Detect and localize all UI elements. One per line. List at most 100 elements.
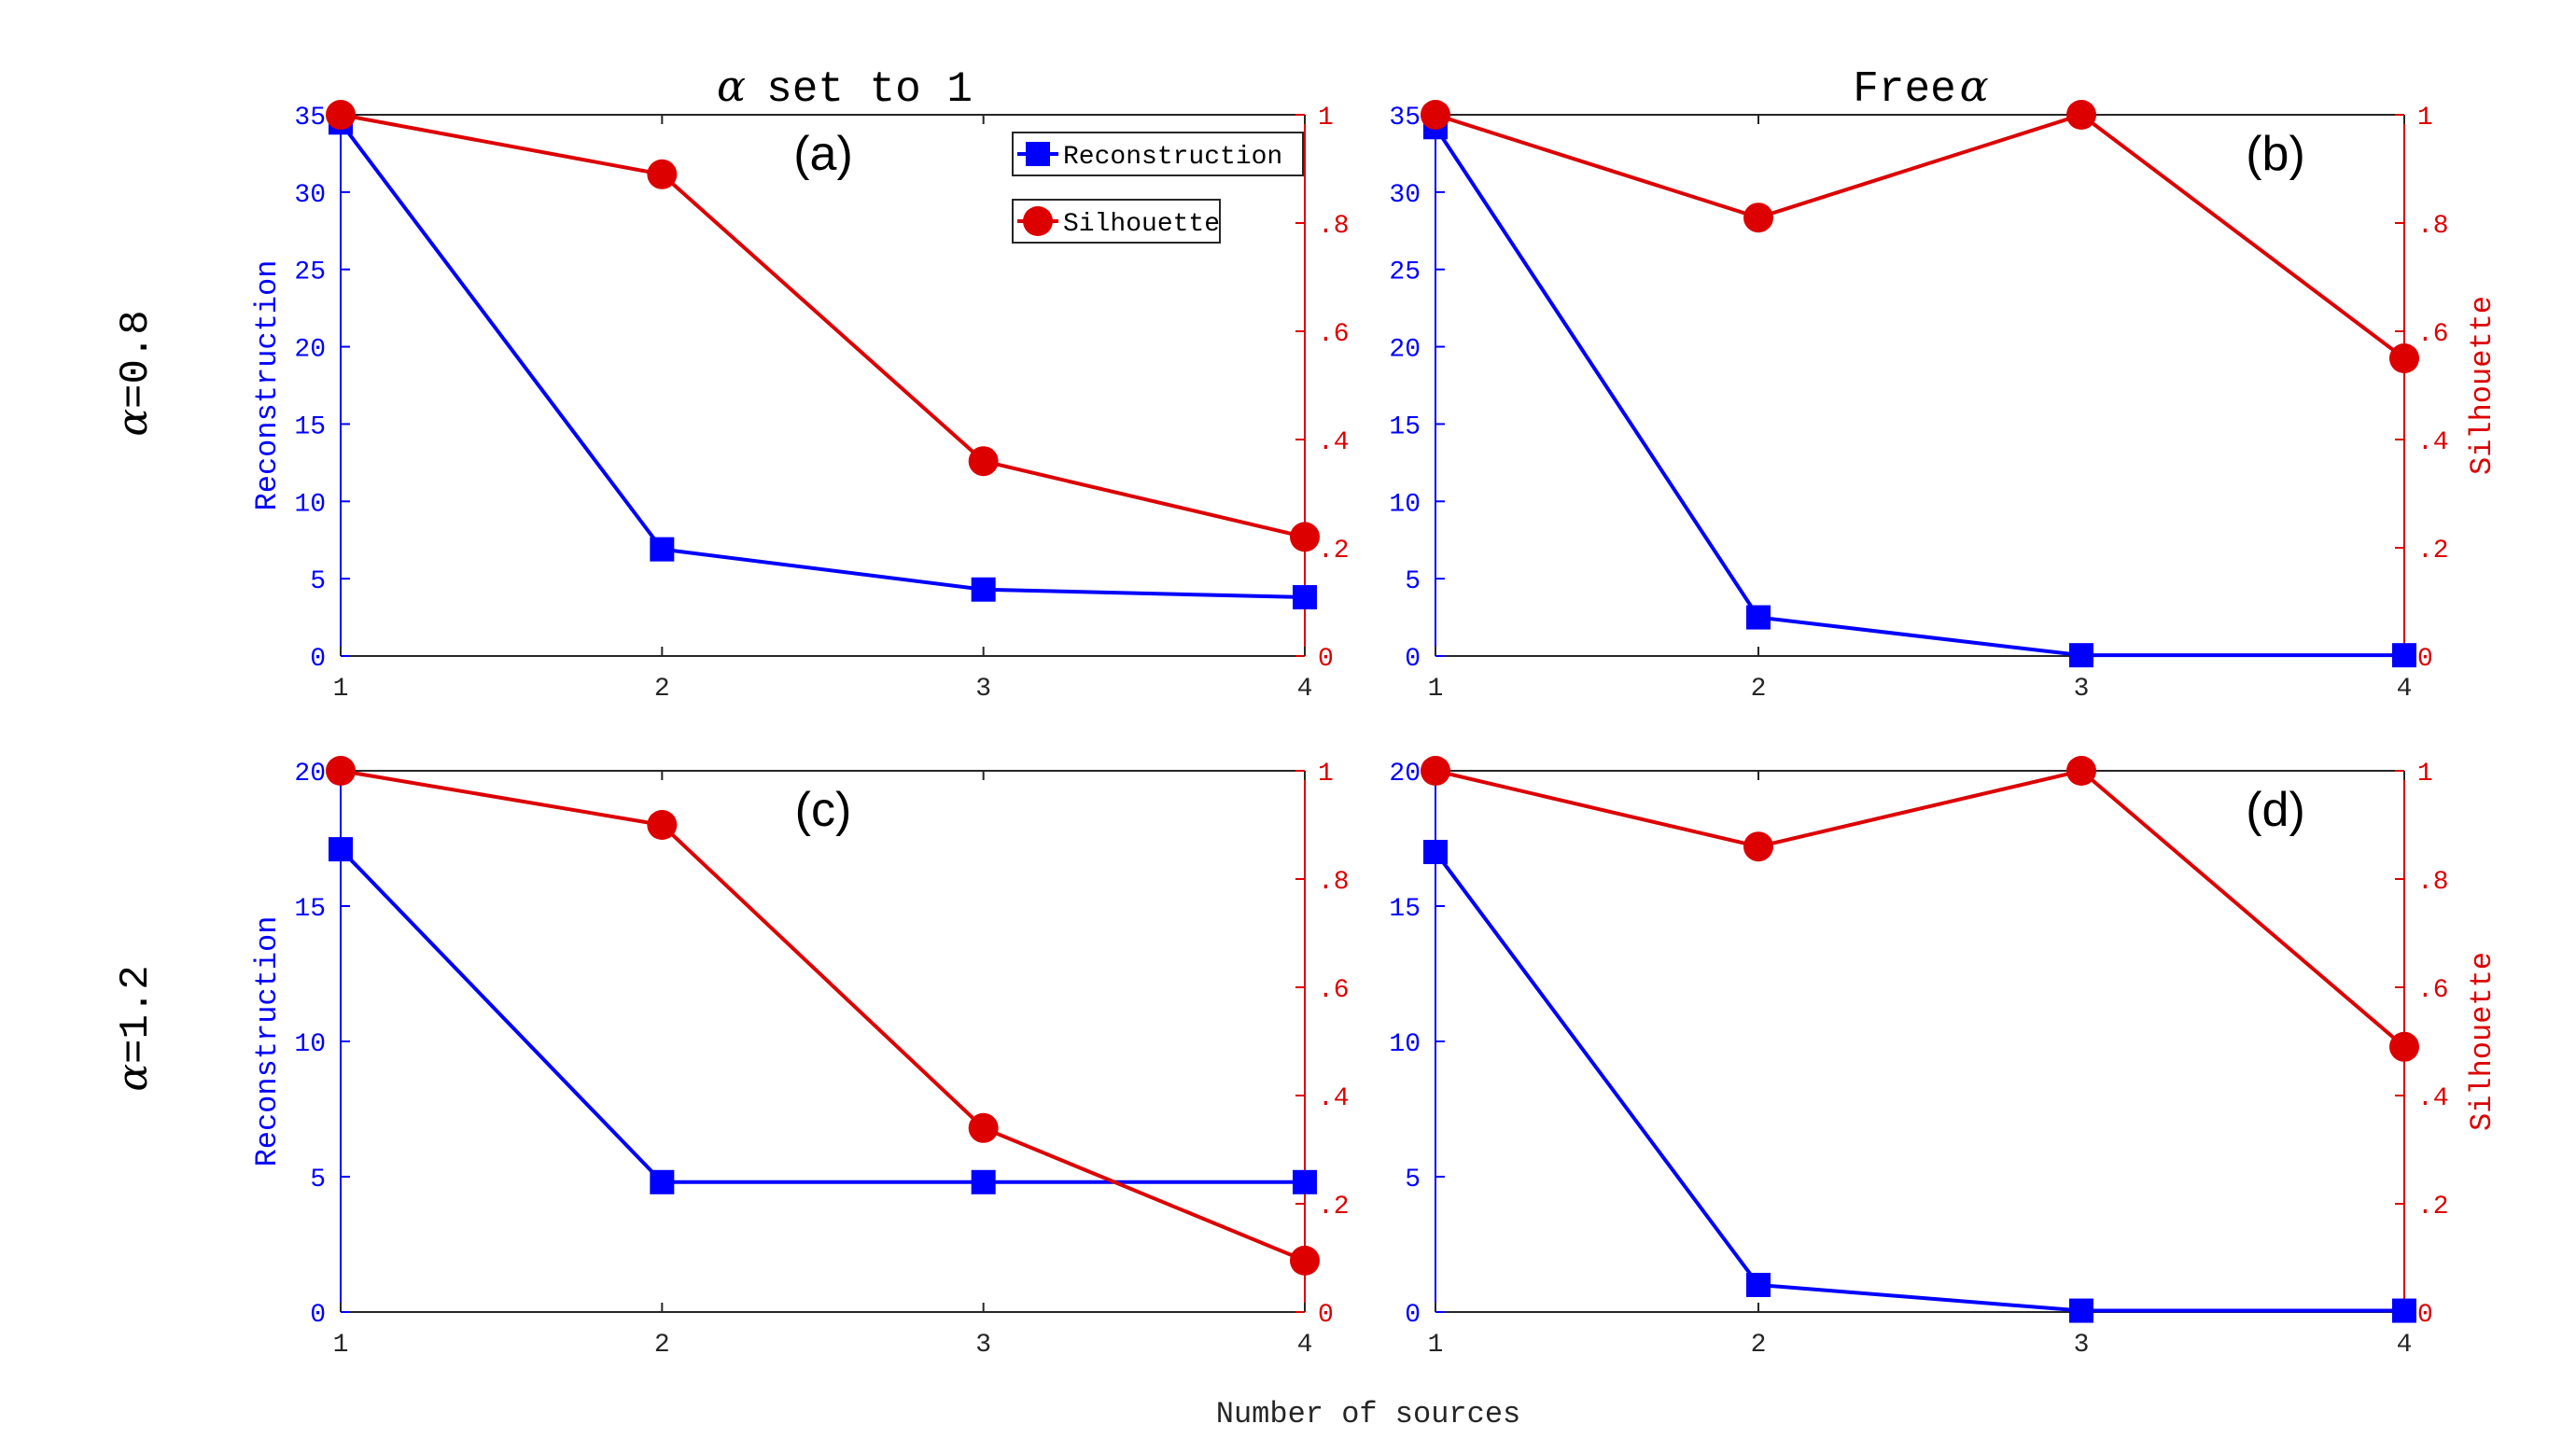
alpha-symbol: α: [717, 61, 746, 111]
data-point-silhouette: [2389, 1031, 2419, 1062]
x-tick-label: 1: [333, 1331, 349, 1360]
legend-label-reconstruction: Reconstruction: [1063, 143, 1282, 172]
legend-marker-silhouette: [1023, 206, 1053, 236]
alpha-symbol: α: [109, 409, 157, 437]
col-title-a: α set to 1: [717, 61, 973, 114]
data-point-reconstruction: [971, 1169, 996, 1194]
x-tick-label: 3: [975, 1331, 991, 1360]
y-left-tick-label: 0: [1405, 645, 1421, 674]
y-right-tick-label: .8: [1318, 868, 1350, 897]
y-right-tick-label: .4: [2417, 1084, 2449, 1113]
y-left-tick-label: 5: [310, 567, 326, 596]
alpha-symbol: α: [109, 1064, 157, 1092]
series-line-silhouette: [1435, 112, 2406, 360]
data-point-reconstruction: [2069, 643, 2093, 668]
data-point-reconstruction: [2392, 1298, 2416, 1323]
y-right-tick-label: .6: [1318, 320, 1350, 349]
data-point-reconstruction: [2069, 1298, 2093, 1323]
legend-box-reconstruction: [1012, 132, 1304, 176]
y-left-tick-label: 0: [1405, 1301, 1421, 1330]
data-point-silhouette: [1743, 202, 1773, 233]
data-point-reconstruction: [2392, 643, 2416, 668]
row-label-bottom: α=1.2: [109, 965, 160, 1091]
col-title-a-text: set to 1: [766, 65, 973, 114]
y-left-tick-label: 15: [294, 895, 326, 924]
y-left-tick-label: 15: [1389, 412, 1421, 441]
series-line-silhouette: [340, 113, 1306, 539]
data-point-silhouette: [647, 810, 678, 840]
data-point-reconstruction: [1293, 1169, 1317, 1194]
y-right-tick-label: .8: [2417, 212, 2449, 241]
y-left-tick-label: 5: [1405, 567, 1421, 596]
series-line-reconstruction: [339, 847, 1305, 1184]
data-point-silhouette: [2066, 756, 2096, 786]
y-left-tick-label: 0: [310, 1301, 326, 1330]
x-tick-label: 3: [2074, 1331, 2090, 1360]
y-left-axis-label: Reconstruction: [250, 916, 285, 1167]
data-point-silhouette: [326, 756, 356, 786]
data-point-reconstruction: [1746, 1273, 1771, 1297]
y-left-axis-label: Reconstruction: [250, 260, 285, 511]
y-left-tick-label: 20: [1389, 760, 1421, 789]
data-point-silhouette: [1421, 756, 1450, 786]
panel-title: (b): [2246, 127, 2305, 181]
y-right-tick-label: 1: [2417, 760, 2433, 789]
x-tick-label: 3: [2074, 675, 2090, 704]
y-left-tick-label: 35: [1389, 104, 1421, 133]
y-right-axis-label: Silhouette: [2465, 952, 2499, 1131]
row-label-top: α=0.8: [109, 310, 160, 436]
legend-marker-reconstruction: [1026, 142, 1050, 166]
y-right-tick-label: 1: [1318, 760, 1334, 789]
y-right-tick-label: .6: [2417, 976, 2449, 1005]
x-axis-label: Number of sources: [1216, 1397, 1520, 1431]
panel-b: 1 2 3 4051015202530350.2.4.6.81Silhouette(b…: [1389, 100, 2499, 704]
y-right-tick-label: .2: [1318, 1193, 1350, 1222]
data-point-silhouette: [2389, 343, 2419, 373]
y-left-tick-label: 0: [310, 645, 326, 674]
x-tick-label: 3: [975, 675, 991, 704]
data-point-silhouette: [326, 100, 356, 130]
y-right-tick-label: .2: [2417, 1193, 2449, 1222]
data-point-silhouette: [1421, 100, 1450, 130]
y-right-tick-label: 1: [1318, 104, 1334, 133]
y-left-tick-label: 10: [1389, 1030, 1421, 1059]
data-point-silhouette: [2066, 100, 2096, 130]
legend-box-silhouette: [1012, 199, 1221, 244]
y-right-tick-label: .4: [1318, 1084, 1350, 1113]
data-point-silhouette: [968, 1112, 999, 1143]
x-tick-label: 4: [2397, 675, 2413, 704]
y-left-tick-label: 30: [1389, 181, 1421, 210]
series-line-silhouette: [340, 769, 1306, 1263]
y-right-axis-label: Silhouette: [2465, 296, 2499, 475]
y-left-tick-label: 25: [294, 258, 326, 287]
y-left-tick-label: 10: [294, 1030, 326, 1059]
data-point-reconstruction: [650, 537, 675, 562]
data-point-silhouette: [1290, 1245, 1320, 1276]
data-point-reconstruction: [1293, 585, 1317, 610]
data-point-silhouette: [968, 446, 999, 477]
y-right-tick-label: .4: [1318, 428, 1350, 457]
y-right-tick-label: .2: [1318, 537, 1350, 565]
panel-title: (d): [2246, 783, 2305, 837]
data-point-reconstruction: [1746, 605, 1771, 630]
y-right-tick-label: .8: [2417, 868, 2449, 897]
series-line-silhouette: [1435, 768, 2406, 1049]
x-tick-label: 1: [1428, 1331, 1444, 1360]
x-tick-label: 1: [333, 675, 349, 704]
y-right-tick-label: 0: [1318, 1301, 1334, 1330]
y-right-tick-label: .8: [1318, 212, 1350, 241]
x-tick-label: 2: [654, 1331, 670, 1360]
panel-title: (a): [793, 127, 853, 181]
x-tick-label: 4: [2397, 1331, 2413, 1360]
data-point-silhouette: [647, 159, 678, 189]
data-point-reconstruction: [1423, 840, 1448, 864]
row-label-bottom-text: =1.2: [113, 965, 160, 1064]
x-tick-label: 4: [1297, 675, 1313, 704]
y-right-tick-label: .6: [2417, 320, 2449, 349]
alpha-symbol: α: [1960, 61, 1989, 111]
y-left-tick-label: 25: [1389, 258, 1421, 287]
panel-a: 1 2 3 4051015202530350.2.4.6.81Reconstructi…: [250, 100, 1350, 704]
col-title-b: Freeα: [1853, 61, 1989, 114]
y-left-tick-label: 15: [294, 412, 326, 441]
